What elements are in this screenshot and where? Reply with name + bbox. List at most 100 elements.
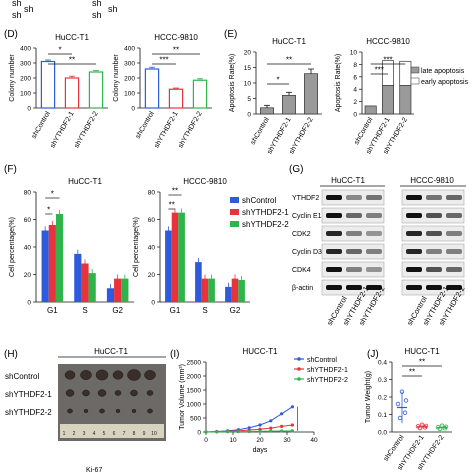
data-point	[437, 426, 443, 432]
y-tick-label: 80	[24, 190, 32, 197]
data-point	[419, 422, 425, 428]
chart-d-hccc: 0 100 200 300 400 Colony number HCCC-9810 shCon…	[113, 33, 212, 149]
blot-band	[446, 231, 462, 236]
ki67-label: Ki-67	[86, 467, 102, 474]
y-tick-label: 10	[244, 81, 252, 88]
legend-marker	[297, 357, 301, 361]
blot-band	[426, 285, 442, 290]
category-label: shYTHDF2-2	[73, 110, 100, 149]
y-tick-label: 5	[247, 96, 251, 103]
blot-band	[426, 231, 442, 236]
y-tick-label: 400	[20, 46, 31, 53]
y-tick-label: 0	[131, 106, 135, 113]
chart-title: HCCC-9810	[366, 37, 410, 46]
bar	[88, 273, 96, 302]
category-label: shYTHDF2-1	[153, 110, 180, 149]
y-tick-label: 20	[148, 272, 156, 279]
blot-band	[446, 285, 462, 290]
bar	[48, 225, 56, 302]
tumor	[65, 389, 75, 397]
blot-title-hucc: HuCC-T1	[331, 176, 365, 185]
tumor	[95, 369, 109, 381]
tumor	[99, 408, 105, 414]
category-label: shYTHDF2-2	[177, 110, 204, 149]
blot-band	[326, 285, 342, 290]
y-tick-label: 500	[190, 416, 201, 423]
category-label: G1	[47, 306, 58, 315]
blot-band	[326, 249, 342, 254]
significance-mark: **	[172, 187, 178, 196]
series-point	[247, 429, 251, 434]
significance-mark: **	[409, 368, 415, 377]
category-label: shControl	[135, 110, 156, 140]
y-tick-label: 60	[24, 217, 32, 224]
legend-swatch-early	[410, 77, 420, 85]
blot-band	[366, 231, 382, 236]
y-tick-label: 0	[353, 112, 357, 119]
panel-letter-i: (I)	[170, 349, 179, 360]
series-point	[269, 429, 273, 433]
significance-mark: ***	[383, 56, 392, 65]
y-tick-label: 100	[20, 91, 31, 98]
tumor	[127, 369, 141, 381]
bar	[195, 262, 202, 302]
legend-label: shControl	[307, 357, 337, 364]
chart-f-hccc: 0 20 40 60 80 Cell percentage(%) HCCC-9810 G1 S G…	[133, 177, 250, 315]
blot-band	[446, 213, 462, 218]
series-point	[258, 423, 262, 427]
blot-band	[366, 249, 382, 254]
tumor-row-label-control: shControl	[5, 372, 39, 381]
bar	[64, 77, 80, 109]
ruler-number: 9	[143, 431, 146, 437]
y-tick-label: 0	[27, 106, 31, 113]
y-tick-label: 2000	[187, 374, 202, 381]
y-tick-label: 0.0	[378, 430, 387, 437]
blot-band	[406, 267, 422, 272]
tumor	[147, 408, 153, 414]
series-point	[247, 426, 251, 430]
top-strip: sh sh sh sh sh sh	[12, 0, 118, 20]
bar	[201, 278, 209, 302]
bar	[41, 230, 49, 302]
bar	[55, 214, 64, 302]
blot-band	[406, 213, 422, 218]
blot-band	[326, 267, 342, 272]
bar	[282, 95, 296, 115]
significance-mark: *	[47, 206, 50, 215]
bar	[88, 71, 104, 109]
legend-f: shControl shYTHDF2-1 shYTHDF2-2	[230, 196, 289, 229]
tumor	[80, 370, 92, 380]
ruler-number: 4	[93, 431, 96, 437]
tumor	[146, 390, 154, 396]
panel-letter-f: (F)	[4, 164, 17, 175]
tumor	[115, 409, 121, 413]
y-tick-label: 100	[124, 91, 135, 98]
bar	[121, 278, 129, 302]
chart-title: HUCC-T1	[404, 347, 440, 356]
ruler-number: 10	[151, 431, 157, 437]
data-point	[402, 410, 408, 415]
bar	[165, 230, 172, 302]
blot-band	[366, 195, 382, 200]
y-tick-label: 20	[24, 272, 32, 279]
blot-band	[406, 231, 422, 236]
y-tick-label: 400	[124, 46, 135, 53]
blot-row-label: CDK2	[292, 231, 311, 238]
bar	[114, 278, 122, 302]
series-point	[280, 424, 284, 428]
bar	[225, 286, 232, 302]
blot-band	[426, 195, 442, 200]
category-label: S	[82, 306, 87, 315]
bar-early	[382, 60, 394, 86]
x-tick-label: 30	[283, 437, 291, 444]
chart-title: HCCC-9810	[154, 33, 198, 42]
chart-title: HuCC-T1	[272, 37, 306, 46]
x-axis-label: days	[253, 447, 268, 454]
y-tick-label: 4	[353, 87, 357, 94]
tumor	[83, 409, 89, 413]
ruler-number: 5	[103, 431, 106, 437]
y-tick-label: 1500	[187, 388, 202, 395]
y-tick-label: 40	[24, 245, 32, 252]
